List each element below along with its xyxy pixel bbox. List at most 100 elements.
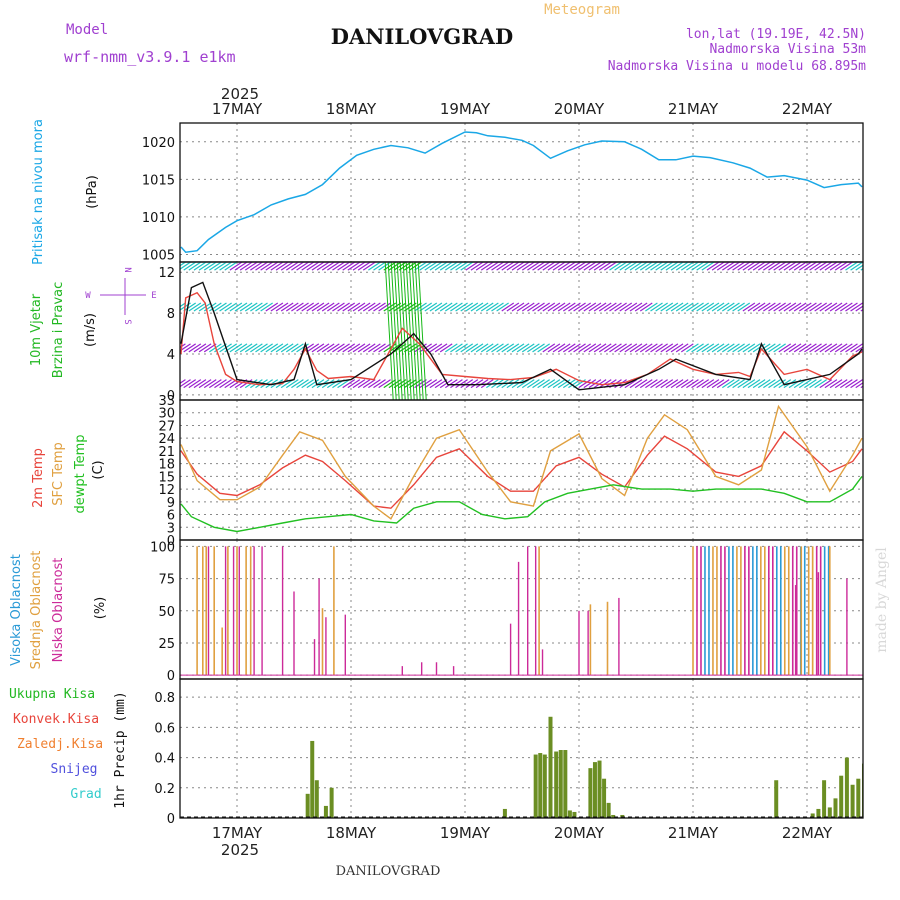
wind-barb: [475, 343, 489, 353]
wind-barb: [850, 343, 863, 353]
wind-barb: [727, 302, 740, 312]
wind-barb: [757, 262, 771, 271]
wind-barb: [866, 262, 878, 270]
wind-barb: [532, 379, 545, 389]
wind-barb: [763, 262, 776, 271]
wind-barb: [598, 379, 612, 389]
precip-bar: [533, 754, 538, 818]
wind-barb: [793, 262, 807, 271]
wind-barb: [203, 262, 217, 271]
wind-barb: [542, 343, 556, 353]
ytick-label: 0.8: [154, 691, 175, 706]
wind-barb: [834, 302, 848, 312]
wind-barb: [316, 302, 330, 312]
wind-barb: [285, 379, 299, 389]
wind-barb: [373, 302, 386, 312]
precip-bar: [597, 760, 602, 818]
wind-barb: [609, 343, 622, 353]
pressure-plot: [180, 123, 863, 262]
wind_gust-line: [180, 281, 863, 391]
wind-barb: [798, 302, 812, 312]
wind-barb: [614, 302, 627, 312]
wind-barb: [188, 379, 202, 389]
precip-bar: [572, 811, 577, 818]
wind-barb: [675, 379, 689, 389]
wind-barb-dense: [402, 262, 412, 400]
wind-barb: [645, 343, 658, 353]
wind-barb: [450, 262, 463, 271]
wind-barb: [511, 262, 525, 271]
wind-barb: [301, 302, 315, 312]
wind-barb: [660, 262, 674, 271]
wind-barb: [696, 379, 710, 389]
wind-barb: [429, 379, 443, 389]
legend-total-rain: Ukupna Kisa: [9, 687, 95, 702]
wind-barb: [614, 343, 627, 353]
wind-barb: [578, 343, 592, 353]
wind-barb: [752, 302, 766, 312]
cloud-unit: (%): [93, 597, 108, 620]
bottom-day-label: 22MAY: [782, 824, 833, 842]
wind-barb: [465, 379, 479, 389]
wind-barb: [680, 379, 694, 389]
wind-barb: [845, 343, 858, 353]
wind-barb: [234, 262, 248, 271]
wind-barb: [573, 302, 586, 312]
wind-barb: [598, 262, 612, 271]
wind-barb: [716, 343, 730, 353]
cloud-ylabel-low: Niska Oblacnost: [51, 558, 66, 663]
wind-barb: [537, 379, 550, 389]
wind-barb-dense: [387, 262, 397, 400]
page-subtitle: Meteogram: [544, 2, 620, 18]
wind-barb: [362, 343, 376, 353]
wind-barb: [306, 302, 320, 312]
ytick-label: 75: [158, 573, 175, 588]
wind-barb: [609, 262, 622, 271]
wind-barb: [757, 379, 771, 389]
wind-barb: [706, 262, 720, 271]
wind-barb: [306, 379, 320, 389]
wind-barb: [747, 302, 761, 312]
wind-barb: [439, 302, 453, 312]
wind-barb: [686, 379, 699, 389]
wind-barb: [716, 379, 730, 389]
wind-barb: [198, 262, 212, 271]
wind-barb: [814, 379, 828, 389]
wind-barb: [701, 343, 715, 353]
precip-bar: [323, 805, 328, 818]
wind-barb: [557, 262, 571, 271]
wind-barb: [486, 343, 499, 353]
wind-barb-dense: [408, 262, 418, 400]
wind-barb: [593, 302, 607, 312]
wind-barb: [424, 379, 438, 389]
wind-barb: [475, 379, 489, 389]
wind-barb: [824, 343, 838, 353]
temp-unit: (C): [91, 460, 106, 479]
wind-barb: [768, 379, 781, 389]
wind-barb: [455, 302, 468, 312]
wind-barb: [188, 262, 202, 271]
sfc-line: [180, 404, 863, 520]
precip-bar: [310, 740, 315, 818]
wind-barb: [650, 379, 663, 389]
wind-barb: [270, 302, 284, 312]
wind-barb: [588, 262, 602, 271]
wind-barb: [783, 262, 797, 271]
temp-ylabel-1: 2m Temp: [31, 448, 46, 508]
wind-barb: [839, 379, 853, 389]
wind-barb: [793, 343, 807, 353]
wind-barb: [516, 302, 530, 312]
wind-barb: [819, 379, 833, 389]
wind-barb: [250, 343, 263, 353]
wind-barb: [260, 302, 273, 312]
wind-barb: [752, 343, 766, 353]
t2m-line: [180, 430, 863, 509]
wind-barb: [255, 262, 268, 271]
wind-barb: [855, 382, 863, 389]
wind-barb: [444, 302, 458, 312]
ytick-label: 4: [167, 348, 175, 363]
wind-barb: [834, 343, 848, 353]
wind-barb: [670, 379, 684, 389]
top-day-label: 18MAY: [326, 100, 377, 118]
wind-barb: [501, 343, 515, 353]
